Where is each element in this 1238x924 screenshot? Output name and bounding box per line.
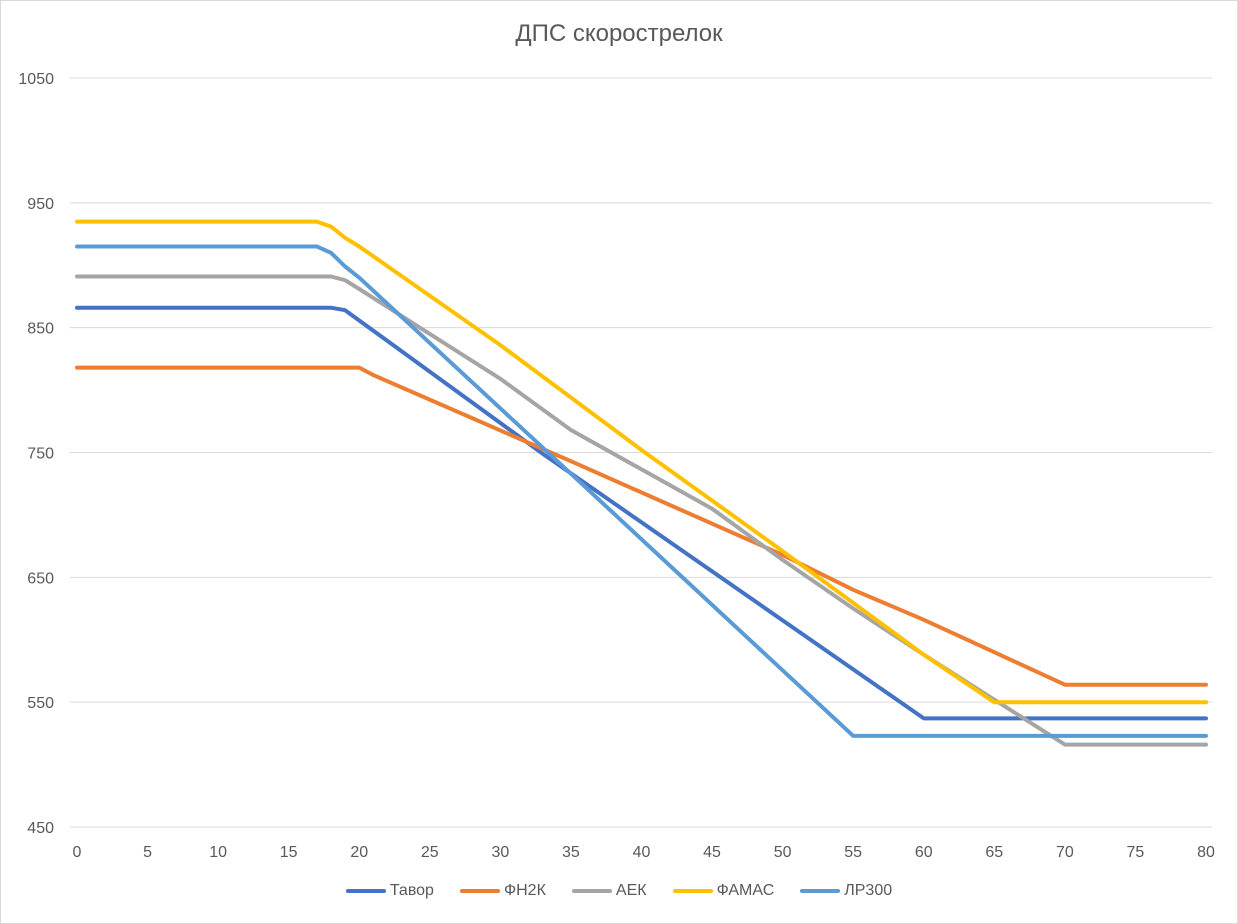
legend-label: ФАМАС bbox=[716, 882, 775, 899]
y-axis-ticks: 450 550 650 750 850 950 1050 bbox=[18, 71, 54, 837]
x-tick-label: 65 bbox=[985, 844, 1003, 861]
legend-swatch bbox=[459, 889, 500, 893]
x-tick-label: 40 bbox=[633, 844, 651, 861]
legend-label: ФН2К bbox=[503, 882, 546, 899]
x-tick-label: 20 bbox=[350, 844, 368, 861]
y-tick-label: 650 bbox=[27, 570, 54, 587]
x-tick-label: 10 bbox=[209, 844, 227, 861]
legend-item: ФН2К bbox=[459, 882, 546, 900]
legend-item: ЛР300 bbox=[800, 882, 892, 900]
series-line-5 bbox=[75, 244, 1208, 738]
series-lines bbox=[75, 219, 1208, 747]
x-tick-label: 75 bbox=[1127, 844, 1145, 861]
legend-item: АЕК bbox=[571, 882, 647, 900]
x-axis-ticks: 0 5 10 15 20 25 30 35 40 45 50 55 60 65 70 75 80 bbox=[73, 844, 1215, 861]
legend-label: Тавор bbox=[389, 882, 434, 899]
x-tick-label: 50 bbox=[774, 844, 792, 861]
series-line-1 bbox=[75, 305, 1208, 721]
x-tick-label: 45 bbox=[703, 844, 721, 861]
x-tick-label: 80 bbox=[1197, 844, 1215, 861]
x-tick-label: 25 bbox=[421, 844, 439, 861]
chart-title: ДПС скорострелок bbox=[515, 20, 723, 47]
legend: Тавор ФН2К АЕК ФАМАС ЛР300 bbox=[0, 882, 1238, 900]
y-tick-label: 1050 bbox=[18, 71, 54, 88]
series-line-2 bbox=[75, 365, 1208, 687]
legend-swatch bbox=[800, 889, 841, 893]
y-tick-label: 750 bbox=[27, 446, 54, 463]
y-tick-label: 850 bbox=[27, 321, 54, 338]
x-tick-label: 70 bbox=[1056, 844, 1074, 861]
series-line-3 bbox=[75, 274, 1208, 747]
y-tick-label: 550 bbox=[27, 695, 54, 712]
x-tick-label: 55 bbox=[844, 844, 862, 861]
y-tick-label: 450 bbox=[27, 820, 54, 837]
legend-swatch bbox=[672, 889, 713, 893]
x-tick-label: 35 bbox=[562, 844, 580, 861]
legend-item: Тавор bbox=[345, 882, 434, 900]
legend-label: ЛР300 bbox=[844, 882, 893, 899]
gridlines bbox=[70, 77, 1212, 828]
x-tick-label: 30 bbox=[491, 844, 509, 861]
x-tick-label: 60 bbox=[915, 844, 933, 861]
legend-item: ФАМАС bbox=[672, 882, 775, 900]
legend-label: АЕК bbox=[615, 882, 647, 899]
x-tick-label: 15 bbox=[280, 844, 298, 861]
legend-swatch bbox=[571, 889, 612, 893]
series-line-4 bbox=[75, 219, 1208, 705]
y-tick-label: 950 bbox=[27, 196, 54, 213]
x-tick-label: 0 bbox=[73, 844, 82, 861]
legend-swatch bbox=[345, 889, 386, 893]
x-tick-label: 5 bbox=[143, 844, 152, 861]
